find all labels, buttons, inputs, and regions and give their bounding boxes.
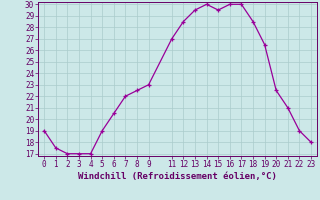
X-axis label: Windchill (Refroidissement éolien,°C): Windchill (Refroidissement éolien,°C)	[78, 172, 277, 181]
